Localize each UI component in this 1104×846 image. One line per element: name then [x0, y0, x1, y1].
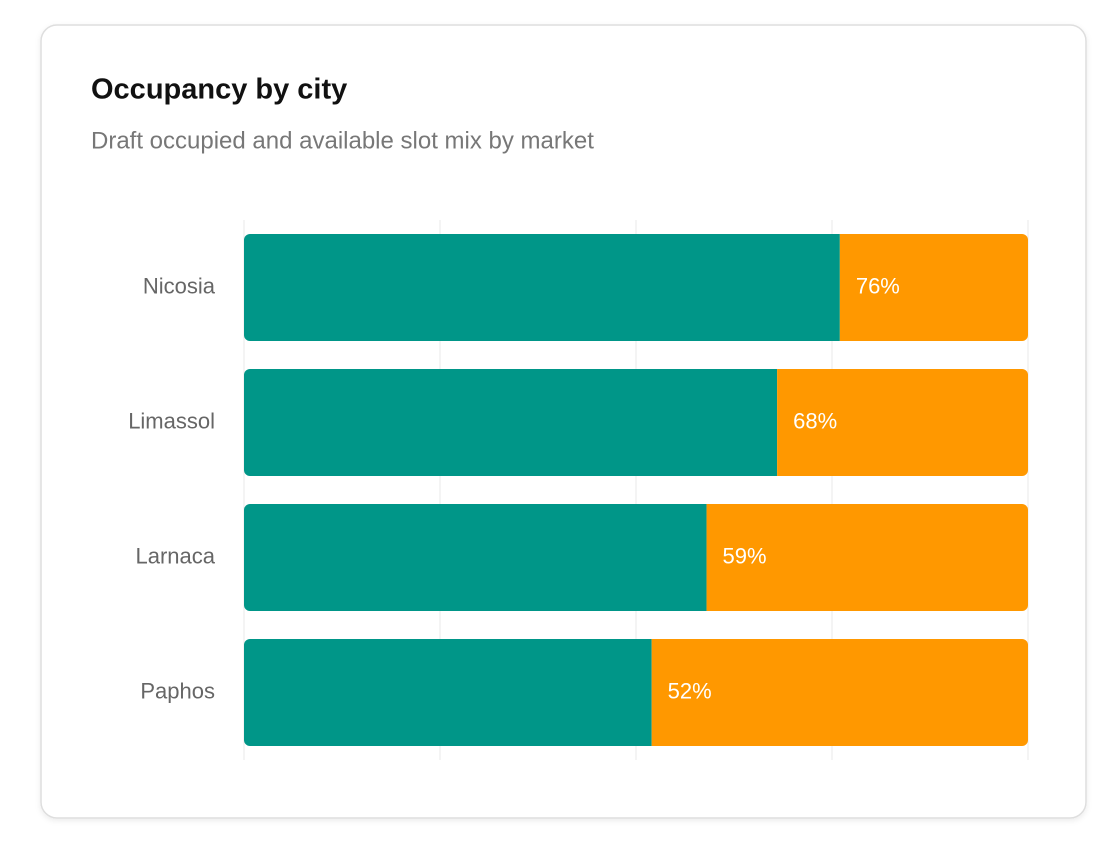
- bar-row: [244, 504, 1028, 611]
- y-tick-label: Larnaca: [135, 543, 215, 568]
- bar-segment: [244, 369, 778, 476]
- bar-segment: [839, 234, 1028, 341]
- value-label: 76%: [856, 273, 900, 298]
- bar-segment: [651, 639, 1028, 746]
- value-label: 59%: [723, 543, 767, 568]
- value-label: 68%: [793, 408, 837, 433]
- value-label: 52%: [668, 678, 712, 703]
- bar-row: [244, 639, 1028, 746]
- bar-segment: [244, 504, 707, 611]
- chart-title: Occupancy by city: [91, 74, 347, 106]
- y-tick-label: Limassol: [128, 408, 215, 433]
- bar-row: [244, 234, 1028, 341]
- bar-segment: [244, 639, 652, 746]
- y-tick-label: Nicosia: [143, 273, 216, 298]
- y-tick-label: Paphos: [140, 678, 215, 703]
- bar-segment: [777, 369, 1028, 476]
- bar-segment: [244, 234, 840, 341]
- bar-row: [244, 369, 1028, 476]
- bar-segment: [706, 504, 1028, 611]
- chart-subtitle: Draft occupied and available slot mix by…: [91, 127, 594, 154]
